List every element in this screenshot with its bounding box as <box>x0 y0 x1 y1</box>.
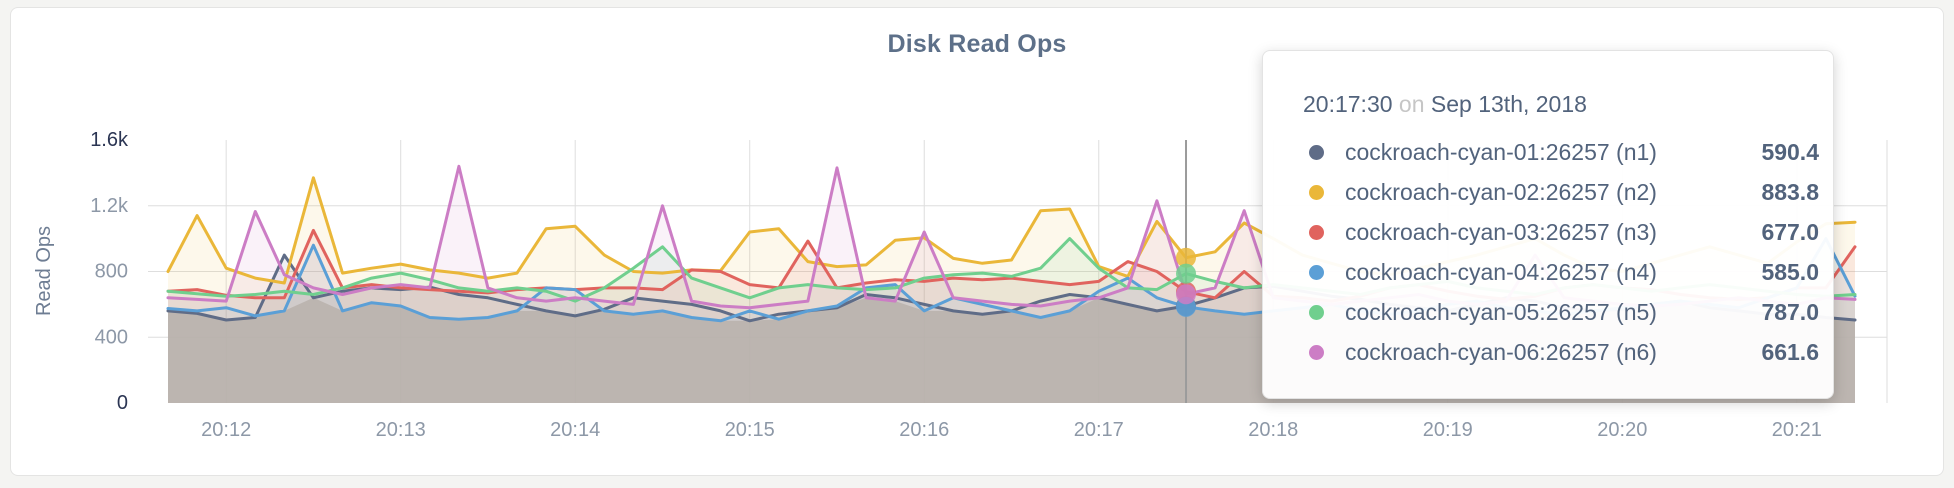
x-tick-label: 20:18 <box>1248 419 1298 441</box>
series-dot-icon <box>1309 264 1324 280</box>
y-tick-label: 400 <box>95 326 128 348</box>
tooltip-series-label: cockroach-cyan-03:26257 (n3) <box>1345 218 1657 245</box>
tooltip-series-value: 585.0 <box>1761 258 1819 285</box>
series-dot-icon <box>1309 304 1324 320</box>
tooltip-series-value: 677.0 <box>1761 218 1819 245</box>
x-tick-label: 20:16 <box>899 419 949 441</box>
tooltip-series-label: cockroach-cyan-02:26257 (n2) <box>1345 178 1657 205</box>
tooltip-series-value: 787.0 <box>1761 298 1819 325</box>
tooltip-time: 20:17:30 <box>1303 91 1393 117</box>
tooltip-header: 20:17:30 on Sep 13th, 2018 <box>1303 91 1819 118</box>
y-axis-title: Read Ops <box>33 226 55 316</box>
series-dot-icon <box>1309 344 1324 360</box>
y-tick-label: 1.6k <box>90 129 129 151</box>
tooltip-series-label: cockroach-cyan-01:26257 (n1) <box>1345 138 1657 165</box>
y-tick-label: 1.2k <box>90 195 129 217</box>
x-tick-label: 20:19 <box>1423 419 1473 441</box>
tooltip-series-value: 661.6 <box>1761 338 1819 365</box>
tooltip-series-row: cockroach-cyan-01:26257 (n1) 590.4 <box>1303 132 1819 172</box>
x-tick-label: 20:14 <box>550 419 600 441</box>
x-tick-label: 20:13 <box>376 419 426 441</box>
tooltip-date: Sep 13th, 2018 <box>1430 91 1587 117</box>
chart-title: Disk Read Ops <box>887 30 1067 58</box>
hover-point-n5 <box>1176 263 1197 284</box>
hover-point-n6 <box>1176 284 1197 305</box>
tooltip-series-value: 590.4 <box>1761 138 1819 165</box>
tooltip-series-row: cockroach-cyan-06:26257 (n6) 661.6 <box>1303 332 1819 372</box>
tooltip-connector: on <box>1398 91 1425 117</box>
tooltip-series-row: cockroach-cyan-02:26257 (n2) 883.8 <box>1303 172 1819 212</box>
series-dot-icon <box>1309 144 1324 160</box>
tooltip-series-list: cockroach-cyan-01:26257 (n1) 590.4 cockroa… <box>1303 132 1819 372</box>
chart-tooltip: 20:17:30 on Sep 13th, 2018 cockroach-cya… <box>1262 50 1834 399</box>
y-tick-label: 800 <box>95 261 128 283</box>
x-tick-label: 20:12 <box>201 419 251 441</box>
hover-point-n2 <box>1176 247 1197 268</box>
series-dot-icon <box>1309 224 1324 240</box>
tooltip-series-row: cockroach-cyan-05:26257 (n5) 787.0 <box>1303 292 1819 332</box>
tooltip-series-value: 883.8 <box>1761 178 1819 205</box>
tooltip-series-label: cockroach-cyan-05:26257 (n5) <box>1345 298 1657 325</box>
tooltip-series-label: cockroach-cyan-06:26257 (n6) <box>1345 338 1657 365</box>
x-tick-label: 20:17 <box>1074 419 1124 441</box>
x-tick-label: 20:15 <box>725 419 775 441</box>
x-tick-label: 20:21 <box>1772 419 1822 441</box>
x-tick-label: 20:20 <box>1597 419 1647 441</box>
tooltip-series-row: cockroach-cyan-04:26257 (n4) 585.0 <box>1303 252 1819 292</box>
y-tick-label: 0 <box>117 392 128 414</box>
tooltip-series-label: cockroach-cyan-04:26257 (n4) <box>1345 258 1657 285</box>
series-dot-icon <box>1309 184 1324 200</box>
tooltip-series-row: cockroach-cyan-03:26257 (n3) 677.0 <box>1303 212 1819 252</box>
